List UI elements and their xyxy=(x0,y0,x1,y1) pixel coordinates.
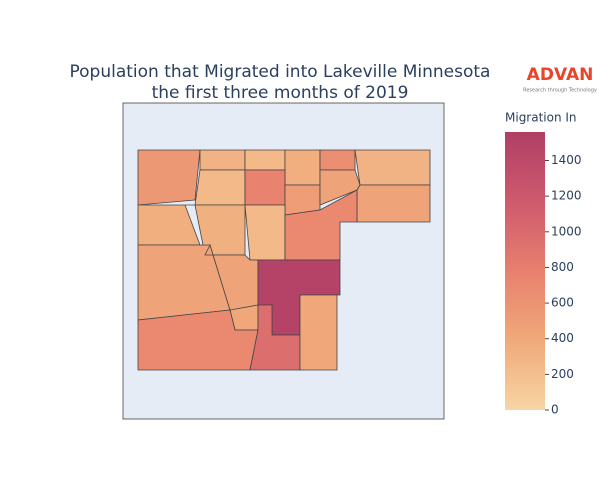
region xyxy=(199,149,246,171)
colorbar-tick-label: 0 xyxy=(551,403,559,417)
chart-subtitle: the first three months of 2019 xyxy=(152,83,409,103)
colorbar xyxy=(505,132,545,410)
region xyxy=(244,149,286,171)
chart-title: Population that Migrated into Lakeville … xyxy=(70,62,491,82)
colorbar-tick-label: 400 xyxy=(551,331,574,345)
region xyxy=(137,149,201,206)
colorbar-tick-label: 1000 xyxy=(551,224,582,238)
region xyxy=(356,184,431,223)
region xyxy=(319,149,356,171)
colorbar-tick-label: 1400 xyxy=(551,153,582,167)
colorbar-tick-label: 600 xyxy=(551,296,574,310)
region xyxy=(244,204,286,261)
colorbar-tick-label: 200 xyxy=(551,367,574,381)
logo-tagline: Research through Technology xyxy=(523,88,597,94)
region xyxy=(194,169,246,206)
colorbar-tick-label: 1200 xyxy=(551,189,582,203)
colorbar-title: Migration In xyxy=(505,111,577,125)
logo-name: ADVAN xyxy=(527,65,594,85)
colorbar-tick-label: 800 xyxy=(551,260,574,274)
region xyxy=(354,149,431,186)
region xyxy=(284,149,321,186)
region xyxy=(244,169,286,206)
region xyxy=(299,294,338,371)
